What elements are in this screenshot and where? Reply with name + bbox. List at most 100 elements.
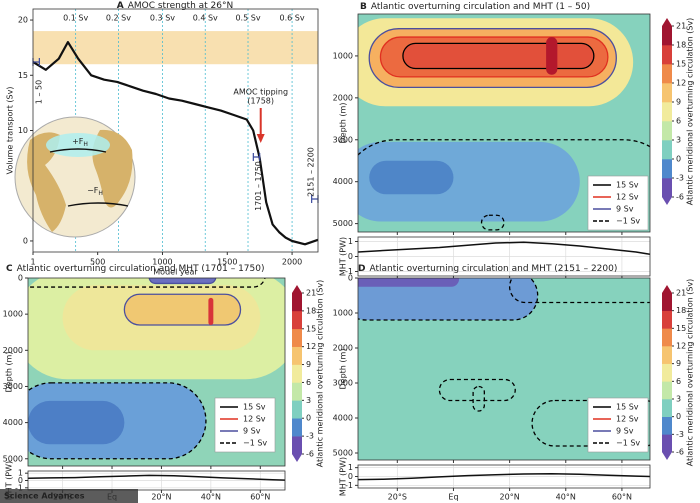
panel-letter: B <box>360 2 367 12</box>
colorbar-segment <box>662 328 672 347</box>
y-axis-label: Depth (m) <box>339 103 348 144</box>
field <box>28 278 285 466</box>
colorbar-tick-label: 3 <box>676 136 681 145</box>
panel-title-text: Atlantic overturning circulation and MHT… <box>371 2 590 12</box>
x-tick-label: 60°N <box>612 493 632 502</box>
colorbar-tick-label: 18 <box>676 41 686 50</box>
y-tick-label: 1000 <box>333 51 353 60</box>
legend-label: 15 Sv <box>616 403 639 412</box>
colorbar-segment <box>292 293 302 312</box>
panel-title-text: Atlantic overturning circulation and MHT… <box>17 264 265 274</box>
period-label: 2151 – 2200 <box>306 147 315 197</box>
y-axis-label: Depth (m) <box>339 349 348 390</box>
y-tick-label: 5000 <box>333 449 353 458</box>
threshold-label: 0.6 Sv <box>280 14 305 23</box>
colorbar-tick-label: 18 <box>306 306 316 315</box>
x-tick-label: 2000 <box>282 258 302 267</box>
colorbar-tick-label: 9 <box>676 98 681 107</box>
plot-frame <box>357 13 651 233</box>
colorbar-segment <box>292 382 302 401</box>
y-tick-label: 2000 <box>333 344 353 353</box>
contour-region <box>358 139 650 156</box>
x-tick-label: 60°N <box>250 493 270 502</box>
flux-arrow-lower <box>67 202 129 207</box>
y-tick-label: 1000 <box>3 310 23 319</box>
x-tick-label: Eq <box>448 493 458 502</box>
colorbar-segment <box>662 83 672 103</box>
contour-region <box>358 278 539 321</box>
colorbar-segment <box>662 178 672 198</box>
flux-subscript: H <box>98 190 103 197</box>
colorbar-tick-label: -3 <box>676 174 684 183</box>
y-tick-label: 2000 <box>3 346 23 355</box>
colorbar-segment <box>662 346 672 364</box>
colorbar-tick-label: 3 <box>676 395 681 404</box>
colorbar-tick-label: -6 <box>306 450 314 459</box>
colorbar-segment <box>662 102 672 122</box>
x-tick-label: 500 <box>90 258 105 267</box>
colorbar-label: Atlantic meridional overturning circulat… <box>686 279 695 467</box>
y-tick-label: 5000 <box>333 219 353 228</box>
plot-frame <box>357 236 651 277</box>
plot-frame <box>27 277 286 467</box>
y-tick-label: 3000 <box>3 382 23 391</box>
contour-region <box>123 293 242 326</box>
y-tick-label: 0 <box>18 274 23 283</box>
plot-frame <box>32 8 319 253</box>
colorbar-tick-label: -3 <box>676 430 684 439</box>
x-tick-label: 40°N <box>556 493 576 502</box>
y-axis-label: MHT (PW) <box>5 461 14 500</box>
x-tick-label: 20°S <box>388 493 407 502</box>
colorbar-segment <box>292 310 302 330</box>
threshold-label: 0.1 Sv <box>63 14 88 23</box>
panel-title: B Atlantic overturning circulation and MH… <box>360 2 590 12</box>
panel-letter: C <box>6 264 13 274</box>
tipping-arrowhead <box>256 134 265 143</box>
colorbar-segment <box>662 121 672 141</box>
threshold-label: 0.3 Sv <box>150 14 175 23</box>
flux-label-upper: +FH <box>72 137 88 148</box>
panel-title: C Atlantic overturning circulation and MH… <box>6 264 264 274</box>
period-label: 1701 – 1750 <box>254 161 263 211</box>
y-tick-label: 0 <box>18 476 23 485</box>
colorbar-extend <box>292 454 302 462</box>
y-tick-label: 0 <box>348 252 353 261</box>
flux-region <box>46 133 110 157</box>
x-tick-label: 1 <box>30 258 35 267</box>
y-tick-label: 1 <box>18 469 23 478</box>
panel-title: D Atlantic overturning circulation and MH… <box>358 264 617 274</box>
plot-frame <box>357 464 651 489</box>
flux-subscript: H <box>83 141 88 148</box>
legend-label: 9 Sv <box>616 427 634 436</box>
contour-region <box>546 37 558 75</box>
x-tick-label: 20°N <box>500 493 520 502</box>
colorbar-extend <box>292 285 302 293</box>
y-tick-label: -1 <box>345 481 353 490</box>
contour-region <box>402 42 595 70</box>
contour-region <box>369 160 454 195</box>
plot-frame <box>27 470 286 491</box>
flux-label-lower: −FH <box>87 186 103 197</box>
globe-inset: +FH −FH <box>14 116 136 238</box>
legend-label: 15 Sv <box>616 181 639 190</box>
colorbar-tick-label: 0 <box>676 412 681 421</box>
colorbar-label: Atlantic meridional overturning circulat… <box>686 18 695 206</box>
colorbar-segment <box>662 363 672 382</box>
y-tick-label: 1 <box>348 463 353 472</box>
panel-title-text: AMOC strength at 26°N <box>128 1 234 11</box>
colorbar-segment <box>292 418 302 437</box>
threshold-label: 0.5 Sv <box>235 14 260 23</box>
data-line <box>358 473 650 481</box>
colorbar-tick-label: 15 <box>676 324 686 333</box>
colorbar-tick-label: 12 <box>676 79 686 88</box>
colorbar-segment <box>662 293 672 311</box>
contour-region <box>480 214 505 231</box>
colorbar-segment <box>662 381 672 400</box>
legend-label: 12 Sv <box>243 415 266 424</box>
colorbar-tick-label: 15 <box>676 60 686 69</box>
watermark-group: Science Advances <box>0 489 138 503</box>
colorbar-tick-label: 0 <box>676 155 681 164</box>
